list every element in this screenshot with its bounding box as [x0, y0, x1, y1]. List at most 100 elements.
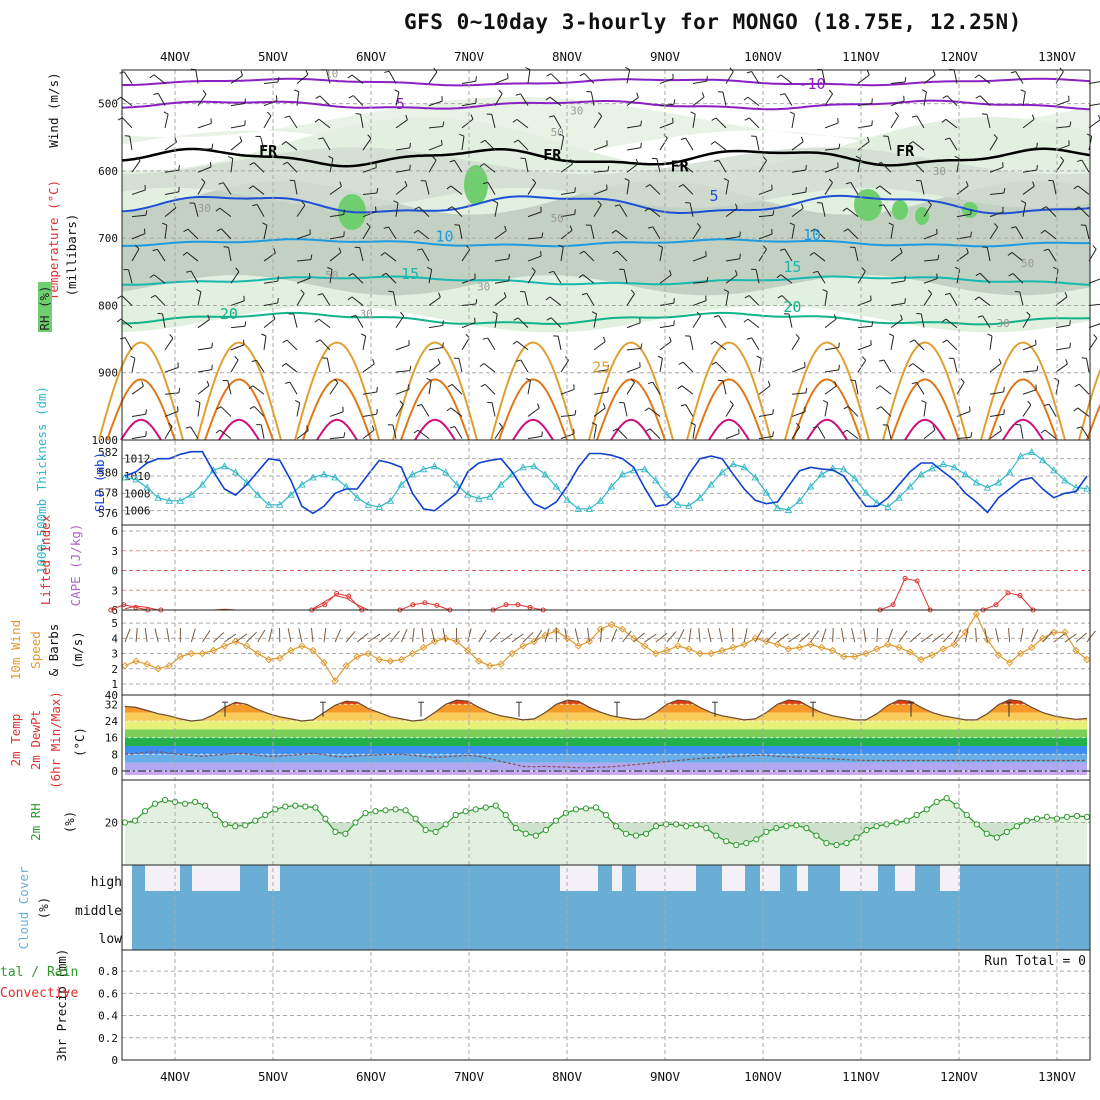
wind-barb-flag — [549, 115, 555, 118]
date-label-top: 13NOV — [1038, 49, 1076, 64]
wind-barb — [989, 335, 993, 350]
wind10m-point — [1005, 658, 1014, 667]
wind-barb — [458, 358, 463, 373]
wind-barb — [494, 258, 509, 262]
wind-barb-flag — [438, 292, 441, 298]
wind10m-barb — [655, 633, 668, 643]
rh2m-point — [653, 823, 660, 830]
wind-barb — [329, 185, 342, 195]
wind10m-barb — [345, 630, 356, 643]
wind-barb — [920, 180, 925, 195]
wind-barb — [824, 347, 839, 351]
rh2m-point — [622, 830, 630, 837]
wind10m-barb — [995, 628, 1000, 643]
wind-barb — [747, 318, 760, 329]
wind-barb — [659, 137, 668, 151]
rh2m-point — [422, 826, 429, 834]
wind10m-barb — [574, 628, 579, 643]
wind10m-barb — [235, 633, 248, 643]
wind-barb — [461, 102, 476, 107]
rh2m-point — [302, 803, 309, 810]
wind-barb — [195, 69, 199, 84]
date-label-top: 12NOV — [940, 49, 978, 64]
wind10m-point — [663, 646, 671, 655]
wind10m-point — [397, 655, 406, 664]
wind10m-point — [884, 640, 892, 649]
wind-barb — [1011, 252, 1024, 262]
axis-label-dewpt2m: 2m DewPt — [28, 710, 43, 770]
wind-barb-flag — [1074, 383, 1080, 387]
wind-barb-flag — [607, 364, 609, 370]
isotherm-30-arch — [106, 378, 176, 441]
wind-barb — [494, 202, 499, 217]
wind-barb-flag — [116, 96, 122, 101]
rh2m-point — [753, 836, 760, 843]
wind-barb — [791, 224, 795, 239]
wind10m-barb — [698, 628, 701, 643]
wind-barb — [989, 430, 1002, 440]
wind-barb — [131, 435, 146, 440]
wind-barb-flag — [503, 292, 507, 298]
wind-barb-flag — [512, 340, 518, 345]
wind-barb — [289, 381, 298, 395]
wind-barb — [560, 247, 564, 262]
wind-barb-flag — [117, 295, 123, 299]
thickness-point — [939, 460, 948, 468]
rh2m-point — [713, 832, 720, 839]
wind-barb — [120, 318, 133, 329]
wind-barb — [131, 189, 146, 195]
wind10m-point — [629, 634, 638, 643]
wind-barb — [626, 97, 639, 107]
wind10m-point — [851, 652, 859, 661]
wind-barb — [824, 318, 837, 329]
wind-barb — [395, 344, 410, 351]
isotherm-30-arch — [204, 378, 274, 441]
wind-barb-flag — [143, 228, 146, 234]
rh2m-point — [182, 800, 189, 807]
wind-barb-flag — [828, 89, 833, 95]
wind-barb-flag — [904, 275, 906, 281]
wind-barb — [593, 170, 608, 173]
thickness-point — [972, 478, 981, 486]
wind-barb — [560, 414, 575, 417]
wind-barb — [230, 140, 243, 151]
wind-barb — [890, 319, 903, 329]
wind10m-point — [607, 620, 616, 629]
rh2m-point — [542, 826, 549, 834]
wind-barb-flag — [404, 180, 408, 186]
wind-barb — [857, 300, 872, 306]
wind-barb-flag — [904, 77, 907, 83]
wind-barb — [294, 180, 298, 195]
wind10m-barb — [522, 632, 534, 643]
wind10m-barb — [765, 631, 777, 643]
wind10m-point — [972, 610, 981, 618]
wind10m-point — [906, 648, 914, 656]
wind-barb — [916, 382, 925, 395]
isotherm-label: 5 — [709, 187, 718, 205]
thickness-point — [519, 463, 527, 471]
wind-barb — [821, 202, 826, 217]
wind-barb-flag — [1031, 114, 1035, 120]
wind10m-point — [1083, 655, 1091, 664]
wind10m-point — [253, 649, 262, 658]
axis-label-thickness: 1000-500mb Thickness (dm) — [34, 386, 49, 574]
wind10m-point — [464, 646, 472, 655]
wind-barb — [593, 391, 608, 395]
isotherm-35-arch — [218, 418, 260, 441]
wind10m-point — [165, 662, 173, 670]
wind-barb — [1055, 363, 1068, 373]
wind-barb-flag — [1010, 71, 1016, 74]
wind-barb-flag — [479, 163, 485, 168]
wind-barb-flag — [866, 136, 870, 142]
wind-barb — [418, 206, 430, 218]
rh-contour-label: 50 — [551, 126, 564, 139]
wind10m-point — [685, 645, 693, 653]
wind-barb-flag — [507, 73, 509, 79]
rh2m-point — [222, 821, 229, 828]
axis-label-speed: Speed — [28, 631, 43, 669]
rh2m-point — [442, 821, 449, 828]
wind-barb — [494, 280, 509, 284]
wind-barb — [164, 367, 179, 373]
wind-barb — [428, 363, 441, 373]
wind-barb-flag — [888, 333, 894, 337]
